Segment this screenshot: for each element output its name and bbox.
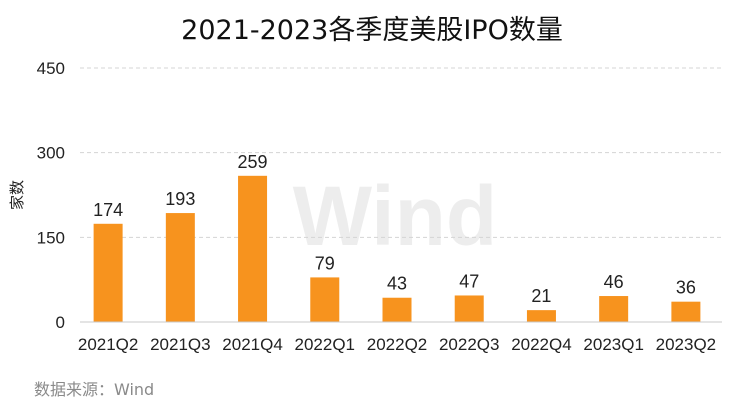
- y-tick-label: 300: [37, 144, 65, 163]
- bar: [310, 277, 340, 322]
- y-tick-label: 150: [37, 228, 65, 247]
- x-tick-label: 2022Q2: [367, 335, 428, 354]
- x-tick-label: 2021Q3: [150, 335, 211, 354]
- y-axis-label: 家数: [8, 180, 26, 210]
- y-axis-ticks: 0 150 300 450: [37, 59, 65, 332]
- bar: [382, 297, 412, 322]
- data-label: 43: [387, 274, 407, 294]
- x-tick-label: 2021Q2: [78, 335, 139, 354]
- data-label: 36: [676, 278, 696, 298]
- chart-title: 2021-2023各季度美股IPO数量: [181, 15, 563, 46]
- y-tick-label: 0: [56, 313, 65, 332]
- x-axis-ticks: 2021Q2 2021Q3 2021Q4 2022Q1 2022Q2 2022Q3 2022…: [78, 335, 716, 354]
- source-note: 数据来源：Wind: [34, 380, 154, 399]
- data-label: 46: [604, 272, 624, 292]
- bar: [238, 175, 268, 322]
- bar: [165, 213, 195, 322]
- x-tick-label: 2023Q1: [583, 335, 644, 354]
- y-tick-label: 450: [37, 59, 65, 78]
- bar: [93, 223, 123, 322]
- x-tick-label: 2021Q4: [222, 335, 283, 354]
- data-label: 21: [531, 286, 551, 306]
- value-labels: 174 193 259 79 43 47 21 46 36: [93, 152, 696, 306]
- watermark-logo: Wind: [293, 169, 498, 263]
- data-label: 47: [459, 271, 479, 291]
- x-tick-label: 2022Q3: [439, 335, 500, 354]
- bars: [93, 175, 701, 322]
- x-tick-label: 2023Q2: [656, 335, 717, 354]
- bar: [599, 296, 629, 322]
- data-label: 79: [315, 253, 335, 273]
- data-label: 193: [165, 189, 195, 209]
- x-tick-label: 2022Q1: [295, 335, 356, 354]
- x-tick-label: 2022Q4: [511, 335, 572, 354]
- bar: [454, 295, 484, 322]
- bar: [526, 310, 556, 322]
- data-label: 174: [93, 200, 123, 220]
- data-label: 259: [238, 152, 268, 172]
- bar: [671, 301, 701, 322]
